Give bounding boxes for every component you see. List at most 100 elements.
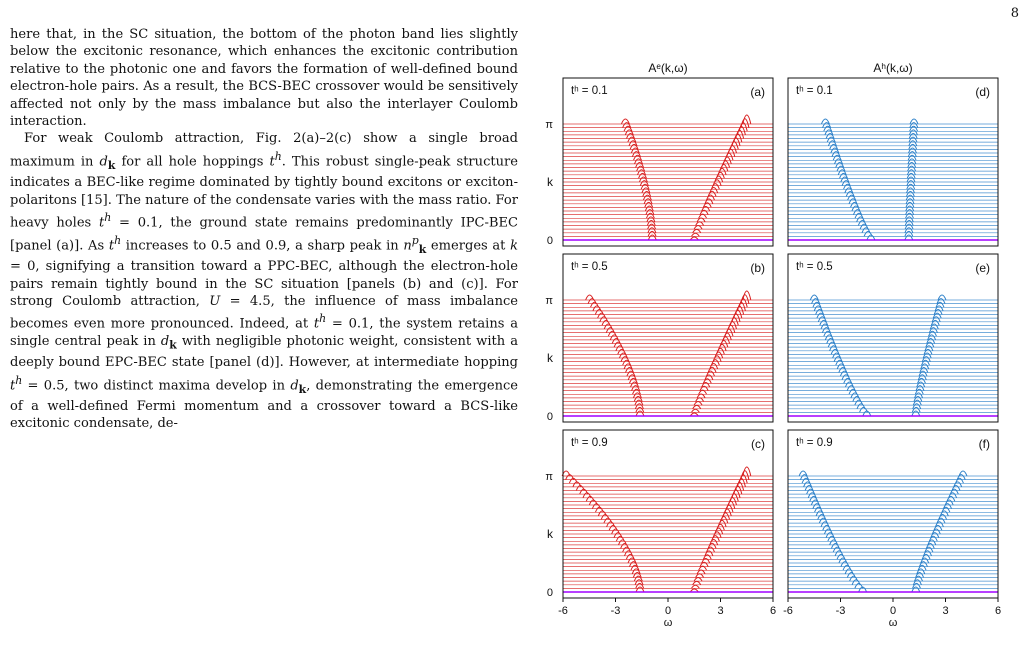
spectral-peak <box>590 301 599 308</box>
ytick-0: 0 <box>547 587 553 599</box>
spectral-peak <box>906 176 916 183</box>
spectral-peak <box>914 575 923 582</box>
spectral-peak <box>815 309 825 315</box>
spectral-peak <box>825 133 835 139</box>
spectral-peak <box>921 553 931 560</box>
spectral-peak <box>830 147 840 154</box>
paragraph-1: here that, in the SC situation, the bott… <box>10 27 518 130</box>
spectral-peak <box>930 319 940 326</box>
spectral-peak <box>917 374 927 380</box>
spectral-peak <box>920 557 930 564</box>
spectral-peak <box>912 579 922 585</box>
spectral-peak <box>850 201 859 208</box>
spectral-peak <box>815 510 825 517</box>
spectral-peak <box>719 516 729 524</box>
panel-th-label: tʰ = 0.5 <box>796 261 833 273</box>
spectral-peak <box>702 378 712 384</box>
spectral-peak <box>613 341 623 348</box>
spectral-peak <box>608 524 618 531</box>
spectral-peak <box>643 198 653 204</box>
spectral-peak <box>587 298 597 304</box>
spectral-peak <box>915 385 925 391</box>
spectral-peak <box>627 136 637 143</box>
spectral-peak <box>585 294 595 301</box>
spectral-peak <box>918 370 928 377</box>
spectral-peak <box>906 183 916 190</box>
spectral-peak <box>693 225 703 230</box>
spectral-peak <box>632 572 642 578</box>
spectral-peak <box>704 374 714 380</box>
spectral-peak <box>827 535 837 542</box>
spectral-peak <box>905 191 915 197</box>
spectral-peak <box>623 363 633 370</box>
spectral-peak <box>740 294 750 304</box>
spectral-peak <box>714 175 724 183</box>
spectral-peak <box>645 209 655 215</box>
spectral-peak <box>843 183 852 190</box>
spectral-peak <box>928 327 938 333</box>
spectral-peak <box>835 359 845 366</box>
spectral-peak <box>920 363 930 370</box>
spectral-peak <box>848 388 858 395</box>
spectral-peak <box>611 338 621 344</box>
panel-frame <box>562 77 774 247</box>
spectral-peak <box>906 180 916 186</box>
spectral-peak <box>813 305 823 312</box>
spectral-peak <box>911 410 921 417</box>
spectral-peak <box>733 133 743 143</box>
spectral-peak <box>832 352 842 359</box>
xtick-label: -6 <box>558 605 568 617</box>
spectral-peak <box>600 514 610 520</box>
spectral-peak <box>925 543 935 549</box>
spectral-peak <box>594 506 604 513</box>
spectral-peak <box>629 561 638 567</box>
spectral-peak <box>636 165 646 172</box>
xtick-label: -3 <box>611 605 621 617</box>
spectral-peak <box>849 575 859 582</box>
spectral-peak <box>647 227 657 233</box>
spectral-peak <box>824 129 834 136</box>
panel-frame <box>787 77 999 247</box>
spectral-peak <box>850 392 860 399</box>
spectral-peak <box>907 158 917 165</box>
spectral-peak <box>594 309 604 315</box>
xtick-label: 0 <box>665 605 671 617</box>
spectral-peak <box>635 582 645 589</box>
spectral-peak <box>625 367 634 373</box>
spectral-peak <box>699 385 709 391</box>
spectral-peak <box>603 517 613 524</box>
xtick-label: 3 <box>717 605 723 617</box>
spectral-peak <box>938 514 948 520</box>
spectral-peak <box>848 198 858 204</box>
spectral-peak <box>634 403 644 409</box>
spectral-peak <box>742 466 752 477</box>
spectral-peak <box>701 558 711 564</box>
spectral-peak <box>627 374 637 380</box>
spectral-peak <box>830 348 840 355</box>
spectral-peak <box>919 367 929 373</box>
spectral-peak <box>693 401 703 406</box>
spectral-peak <box>846 385 856 391</box>
xtick-label: 0 <box>890 605 896 617</box>
spectral-peak <box>913 396 923 402</box>
spectral-peak <box>698 565 708 571</box>
spectral-peak <box>592 305 602 312</box>
spectral-peak <box>624 129 634 136</box>
spectral-peak <box>706 194 715 201</box>
spectral-peak <box>689 412 699 417</box>
spectral-peak <box>640 183 650 190</box>
xlabel-omega: ω <box>889 617 898 629</box>
spectral-peak <box>838 367 848 373</box>
spectral-peak <box>803 481 813 488</box>
spectral-peak <box>597 312 607 319</box>
spectral-peak <box>692 404 702 410</box>
spectral-peak <box>639 180 649 186</box>
spectral-peak <box>606 521 616 527</box>
spectral-peak <box>692 228 702 234</box>
spectral-peak <box>927 334 937 341</box>
spectral-peak <box>724 152 734 161</box>
spectral-peak <box>932 312 942 319</box>
spectral-peak <box>834 550 844 556</box>
spectral-peak <box>631 385 641 391</box>
spectral-peak <box>634 158 643 165</box>
